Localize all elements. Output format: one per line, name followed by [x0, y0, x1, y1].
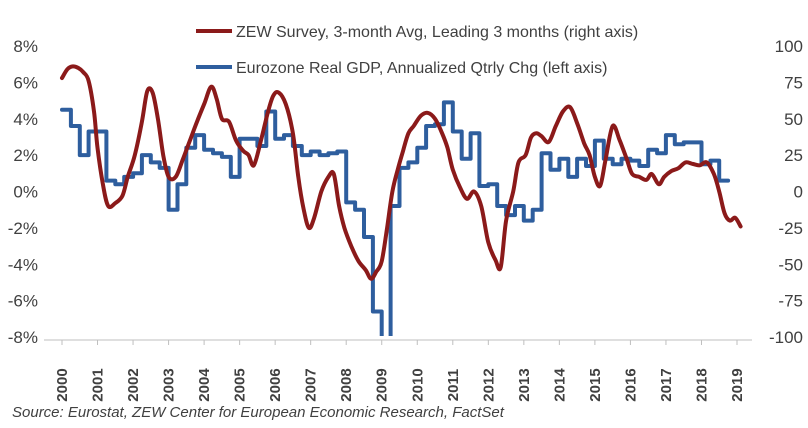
left-axis-ticks: -8% -6% -4% -2% 0% 2% 4% 6% 8%	[8, 37, 38, 347]
x-axis-tick-label: 2003	[161, 368, 178, 401]
left-axis-tick-label: -6%	[8, 292, 38, 311]
x-axis-tick-label: 2018	[693, 368, 710, 401]
x-axis-tick-label: 2013	[516, 368, 533, 401]
right-axis-tick-label: 75	[784, 73, 803, 92]
x-axis-tick-label: 2007	[303, 368, 320, 401]
legend-label-zew: ZEW Survey, 3-month Avg, Leading 3 month…	[236, 24, 638, 41]
left-axis-tick-label: 8%	[13, 37, 38, 56]
series-lines	[60, 64, 743, 336]
source-note: Source: Eurostat, ZEW Center for Europea…	[12, 404, 504, 421]
left-axis-tick-label: -8%	[8, 328, 38, 347]
x-axis-tick-label: 2014	[551, 368, 568, 402]
x-axis-tick-label: 2019	[729, 368, 746, 401]
left-axis-tick-label: 2%	[13, 146, 38, 165]
x-axis-tick-label: 2004	[196, 368, 213, 402]
x-axis-tick-label: 2012	[480, 368, 497, 401]
right-axis-ticks: -100 -75 -50 -25 0 25 50 75 100	[769, 37, 803, 347]
x-axis-tick-label: 2015	[587, 368, 604, 401]
left-axis-tick-label: 0%	[13, 183, 38, 202]
x-axis-tick-label: 2002	[125, 368, 142, 401]
legend: ZEW Survey, 3-month Avg, Leading 3 month…	[196, 24, 638, 77]
x-axis-tick-label: 2017	[658, 368, 675, 401]
left-axis-tick-label: -4%	[8, 255, 38, 274]
x-axis-tick-label: 2010	[409, 368, 426, 401]
x-axis-tick-label: 2008	[338, 368, 355, 401]
right-axis-tick-label: 25	[784, 146, 803, 165]
x-axis-tick-label: 2001	[90, 368, 107, 401]
x-axis: 2000 2001 2002 2003 2004 2005 2006 2007 2008 2009…	[44, 339, 752, 402]
left-axis-tick-label: 6%	[13, 73, 38, 92]
right-axis-tick-label: -25	[778, 219, 803, 238]
left-axis-tick-label: 4%	[13, 110, 38, 129]
zew-survey-line	[60, 64, 743, 281]
right-axis-tick-label: 0	[794, 183, 803, 202]
left-axis-tick-label: -2%	[8, 219, 38, 238]
x-axis-tick-label: 2011	[445, 369, 462, 402]
legend-label-gdp: Eurozone Real GDP, Annualized Qtrly Chg …	[236, 60, 607, 77]
right-axis-tick-label: -100	[769, 328, 803, 347]
x-axis-tick-label: 2006	[267, 368, 284, 401]
x-axis-tick-label: 2009	[374, 368, 391, 401]
eurozone-gdp-line	[60, 100, 731, 336]
right-axis-tick-label: 50	[784, 110, 803, 129]
x-axis-tick-label: 2005	[232, 368, 249, 401]
x-axis-tick-label: 2016	[622, 368, 639, 401]
right-axis-tick-label: -50	[778, 255, 803, 274]
x-axis-tick-label: 2000	[54, 368, 71, 401]
right-axis-tick-label: 100	[775, 37, 803, 56]
right-axis-tick-label: -75	[778, 292, 803, 311]
